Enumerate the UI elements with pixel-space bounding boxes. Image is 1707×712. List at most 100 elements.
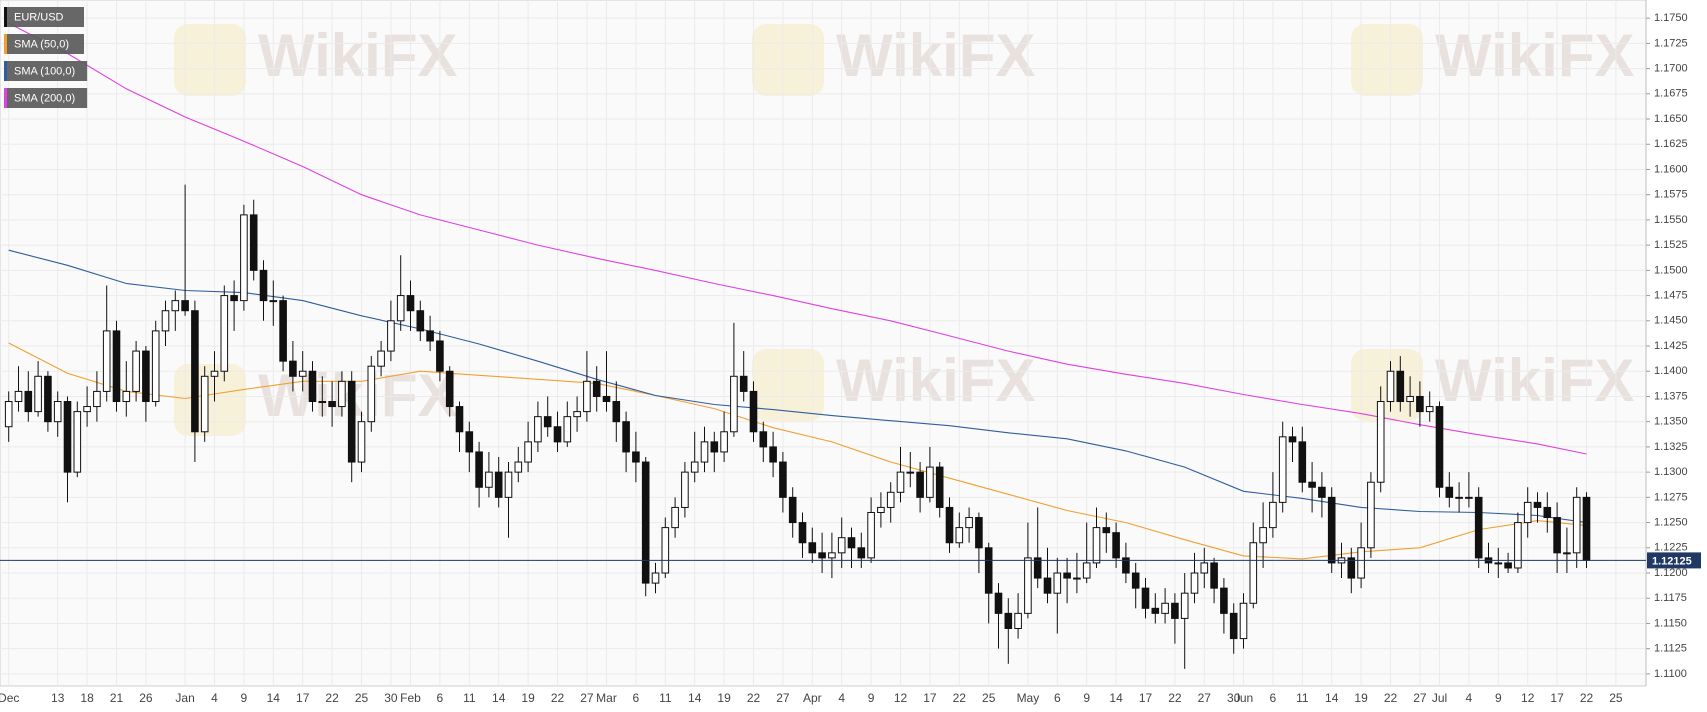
x-tick-label: Jan <box>175 691 194 705</box>
candle-body <box>1367 481 1375 549</box>
x-tick-label: 22 <box>747 691 761 705</box>
candle-body <box>269 300 278 303</box>
x-tick-label: 9 <box>868 691 875 705</box>
y-tick-label: 1.1200 <box>1654 567 1688 579</box>
y-tick-label: 1.1525 <box>1654 239 1688 251</box>
x-tick-label: 4 <box>211 691 218 705</box>
x-tick-label: 25 <box>1609 691 1623 705</box>
candle-body <box>749 390 758 433</box>
candle-body <box>93 390 101 408</box>
y-tick-label: 1.1650 <box>1654 113 1688 125</box>
plot-area <box>0 0 1647 687</box>
legend-swatch <box>4 88 7 108</box>
x-tick-label: 25 <box>982 691 996 705</box>
x-tick-label: 27 <box>776 691 790 705</box>
y-tick-label: 1.1675 <box>1654 88 1688 100</box>
candle-body <box>387 320 395 352</box>
candle-body <box>1455 496 1463 499</box>
candle-body <box>534 416 542 443</box>
candle-body <box>24 390 33 413</box>
legend-box <box>4 34 84 54</box>
x-tick-label: Jul <box>1432 691 1447 705</box>
candle-body <box>191 310 199 433</box>
candle-body <box>867 511 875 559</box>
candle-body <box>1425 406 1434 413</box>
candle-body <box>543 416 552 428</box>
x-tick-label: 19 <box>1354 691 1368 705</box>
y-tick-label: 1.1350 <box>1654 416 1688 428</box>
marks: 1.12125 <box>0 22 1701 669</box>
sma-line <box>8 22 1587 455</box>
x-tick-label: 27 <box>1413 691 1427 705</box>
candle-body <box>563 416 572 443</box>
grid: 1.1100 1.1125 1.1150 1.1175 1.1200 1.1225 1.12… <box>0 0 1688 705</box>
candle-body <box>965 517 973 529</box>
y-tick-label: 1.1250 <box>1654 516 1688 528</box>
candle-body <box>837 537 846 554</box>
candle-body <box>73 411 82 473</box>
watermark-logo <box>1351 24 1423 96</box>
y-tick-label: 1.1575 <box>1654 189 1688 201</box>
candle-body <box>1210 562 1218 589</box>
x-tick-label: 27 <box>1198 691 1212 705</box>
x-tick-label: 25 <box>355 691 369 705</box>
y-tick-label: 1.1625 <box>1654 138 1688 150</box>
candle-body <box>1318 486 1326 498</box>
x-tick-label: 22 <box>1384 691 1398 705</box>
candle-body <box>1543 506 1552 519</box>
x-tick-label: 9 <box>1083 691 1090 705</box>
candle-body <box>1533 501 1542 508</box>
candle-body <box>1024 557 1032 614</box>
candle-body <box>847 537 856 549</box>
candle-body <box>347 380 356 463</box>
candle-body <box>1416 395 1424 413</box>
candle-body <box>1171 602 1179 619</box>
candle-body <box>259 269 268 302</box>
candle-body <box>622 421 630 453</box>
legend-label: EUR/USD <box>14 11 64 23</box>
candle-body <box>328 401 336 408</box>
candle-body <box>583 380 591 413</box>
candle-body <box>896 471 905 493</box>
candle-body <box>1298 441 1307 483</box>
candle-body <box>1435 406 1444 488</box>
x-tick-label: 6 <box>633 691 640 705</box>
x-tick-label: May <box>1017 691 1040 705</box>
legend-swatch <box>4 7 7 27</box>
candle-body <box>681 471 689 508</box>
x-tick-label: 18 <box>80 691 94 705</box>
candle-body <box>759 431 768 448</box>
watermark-logo <box>752 24 824 96</box>
candle-body <box>132 350 140 392</box>
x-tick-label: 6 <box>1270 691 1277 705</box>
candle-body <box>53 401 62 423</box>
candle-body <box>1386 370 1395 403</box>
candle-body <box>720 431 728 453</box>
x-tick-label: 22 <box>551 691 565 705</box>
candle-body <box>181 300 189 312</box>
y-tick-label: 1.1475 <box>1654 289 1688 301</box>
x-tick-label: 17 <box>923 691 937 705</box>
x-tick-label: 12 <box>1521 691 1535 705</box>
candle-body <box>494 471 503 498</box>
x-tick-label: 4 <box>838 691 845 705</box>
y-tick-label: 1.1750 <box>1654 12 1688 24</box>
candle-body <box>641 461 650 584</box>
x-tick-label: 14 <box>267 691 281 705</box>
candle-body <box>161 310 170 332</box>
candle-body <box>102 330 111 392</box>
candle-body <box>1494 562 1503 565</box>
legend-swatch <box>4 61 7 81</box>
candle-body <box>1151 607 1160 614</box>
candle-body <box>975 517 983 549</box>
x-tick-label: 14 <box>1325 691 1339 705</box>
candle-body <box>739 375 748 392</box>
candle-body <box>112 330 121 403</box>
candle-body <box>475 451 483 488</box>
x-tick-label: 22 <box>953 691 967 705</box>
candle-body <box>514 461 523 473</box>
candle-body <box>1357 547 1365 579</box>
candle-body <box>690 461 699 473</box>
candle-body <box>632 451 640 463</box>
